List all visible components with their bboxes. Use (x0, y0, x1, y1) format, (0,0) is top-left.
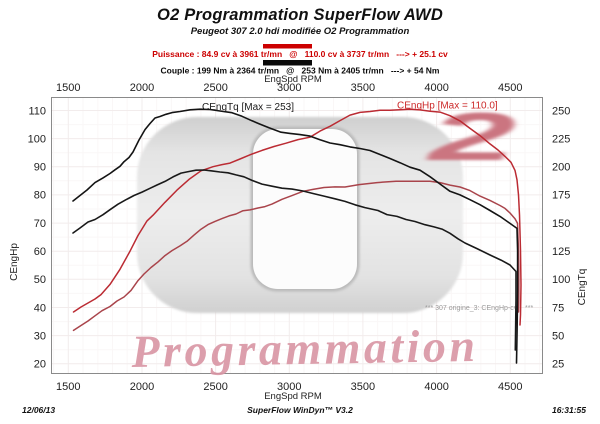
svg-text:2: 2 (426, 99, 516, 175)
svg-text:12/06/13: 12/06/13 (22, 405, 55, 415)
svg-text:SuperFlow WinDyn™ V3.2: SuperFlow WinDyn™ V3.2 (247, 405, 353, 415)
svg-text:16:31:55: 16:31:55 (552, 405, 586, 415)
svg-text:150: 150 (552, 218, 570, 230)
svg-text:Peugeot 307 2.0 hdi modifiée O: Peugeot 307 2.0 hdi modifiée O2 Programm… (191, 26, 410, 37)
svg-text:90: 90 (34, 162, 46, 174)
svg-text:2500: 2500 (203, 381, 227, 393)
svg-text:CEngHp [Max = 110.0]: CEngHp [Max = 110.0] (397, 101, 498, 112)
svg-text:110: 110 (28, 105, 46, 117)
svg-text:125: 125 (552, 246, 570, 258)
svg-text:1500: 1500 (56, 381, 80, 393)
svg-text:200: 200 (552, 162, 570, 174)
svg-text:30: 30 (34, 330, 46, 342)
svg-text:100: 100 (552, 274, 570, 286)
svg-text:*** 307 origine_3: CEngHp-cv: *** 307 origine_3: CEngHp-cv *** (425, 305, 533, 312)
svg-text:70: 70 (34, 218, 46, 230)
svg-text:50: 50 (552, 330, 564, 342)
svg-text:CEngTq: CEngTq (577, 269, 588, 306)
svg-text:175: 175 (552, 190, 570, 202)
svg-text:Programmation: Programmation (130, 320, 479, 377)
svg-text:2000: 2000 (130, 82, 154, 94)
svg-text:4500: 4500 (498, 381, 522, 393)
svg-text:60: 60 (34, 246, 46, 258)
svg-text:20: 20 (34, 359, 46, 371)
svg-text:O2 Programmation SuperFlow AWD: O2 Programmation SuperFlow AWD (157, 6, 443, 24)
svg-text:CEngTq [Max = 253]: CEngTq [Max = 253] (202, 102, 294, 113)
svg-text:250: 250 (552, 105, 570, 117)
svg-text:225: 225 (552, 133, 570, 145)
svg-text:Puissance : 84.9 cv à 3961 tr/: Puissance : 84.9 cv à 3961 tr/mn @ 110.0… (152, 49, 448, 59)
svg-text:EngSpd RPM: EngSpd RPM (264, 74, 322, 85)
svg-text:3500: 3500 (351, 381, 375, 393)
svg-text:4000: 4000 (424, 82, 448, 94)
svg-text:CEngHp: CEngHp (9, 243, 20, 281)
svg-text:40: 40 (34, 302, 46, 314)
svg-text:25: 25 (552, 359, 564, 371)
svg-text:3000: 3000 (277, 381, 301, 393)
svg-text:EngSpd RPM: EngSpd RPM (264, 391, 322, 402)
svg-text:4500: 4500 (498, 82, 522, 94)
svg-text:100: 100 (28, 133, 46, 145)
svg-text:4000: 4000 (424, 381, 448, 393)
svg-text:Couple : 199 Nm à 2364 tr/mn: Couple : 199 Nm à 2364 tr/mn @ 253 Nm à … (161, 66, 440, 76)
svg-text:80: 80 (34, 190, 46, 202)
svg-text:2000: 2000 (130, 381, 154, 393)
svg-text:2500: 2500 (203, 82, 227, 94)
svg-text:50: 50 (34, 274, 46, 286)
svg-text:3000: 3000 (277, 82, 301, 94)
svg-text:1500: 1500 (56, 82, 80, 94)
svg-text:3500: 3500 (351, 82, 375, 94)
svg-text:75: 75 (552, 302, 564, 314)
